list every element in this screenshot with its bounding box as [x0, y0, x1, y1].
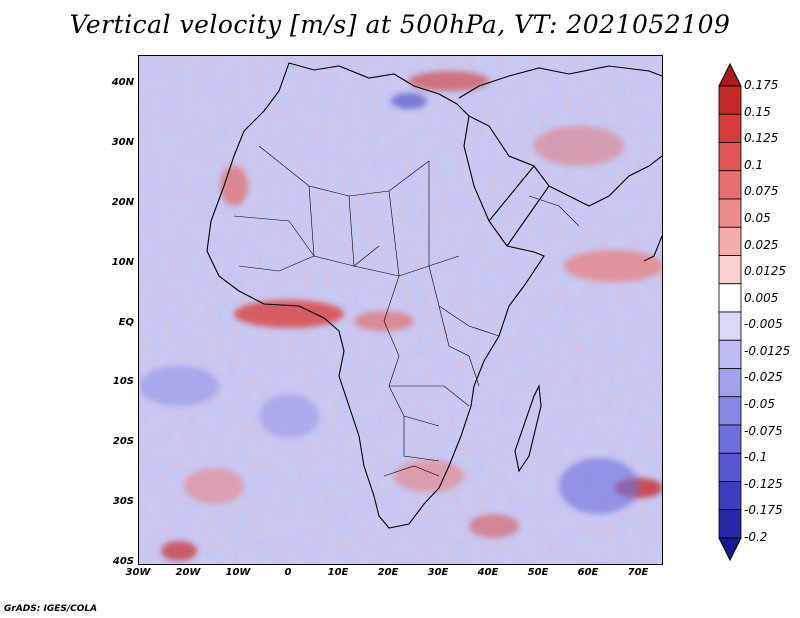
lon-label-10w: 10W	[225, 567, 251, 578]
lon-label-20w: 20W	[175, 567, 201, 578]
colorbar-label: 0.15	[744, 104, 771, 119]
lon-label-20e: 20E	[377, 567, 399, 578]
lon-label-70e: 70E	[627, 567, 649, 578]
colorbar-swatch	[718, 509, 742, 539]
lat-label-40n: 40N	[111, 77, 134, 88]
colorbar-label: 0.075	[744, 184, 779, 199]
colorbar-swatch	[718, 339, 742, 369]
lon-label-40e: 40E	[477, 567, 499, 578]
lat-label-40s: 40S	[112, 556, 134, 567]
india-coast	[643, 235, 662, 262]
colorbar-label: 0.125	[744, 131, 779, 146]
colorbar-label: 0.025	[744, 237, 779, 252]
map-title: Vertical velocity [m/s] at 500hPa, VT: 2…	[69, 10, 731, 39]
lon-label-60e: 60E	[577, 567, 599, 578]
lat-label-20s: 20S	[112, 436, 134, 447]
arabia-coastline	[468, 115, 662, 207]
colorbar-swatch	[718, 311, 742, 341]
grads-credit: GrADS: IGES/COLA	[4, 604, 98, 614]
colorbar-label: -0.125	[744, 476, 783, 491]
colorbar-label: 0.0125	[744, 264, 786, 279]
colorbar-label: -0.005	[744, 317, 783, 332]
colorbar-label: 0.05	[744, 210, 771, 225]
colorbar-swatch	[718, 142, 742, 172]
lon-label-30w: 30W	[125, 567, 151, 578]
colorbar-swatch	[718, 255, 742, 285]
africa-coastline	[206, 62, 545, 529]
colorbar-swatch	[718, 85, 742, 115]
strong-updraft-regions	[161, 71, 662, 561]
colorbar-swatch	[718, 170, 742, 200]
red-sea-west	[488, 165, 535, 222]
colorbar-swatch	[718, 452, 742, 482]
colorbar-label: 0.005	[744, 290, 779, 305]
colorbar-swatch	[718, 396, 742, 426]
lon-label-10e: 10E	[327, 567, 349, 578]
lat-label-10s: 10S	[112, 376, 134, 387]
mediterranean-north-coast	[458, 65, 662, 99]
colorbar-label: -0.05	[744, 397, 776, 412]
colorbar-swatch	[718, 424, 742, 454]
lon-label-0: 0	[284, 567, 292, 578]
country-borders	[233, 145, 580, 477]
lat-label-30n: 30N	[111, 137, 134, 148]
colorbar-swatch	[718, 481, 742, 511]
colorbar-swatch	[718, 198, 742, 228]
lon-label-30e: 30E	[427, 567, 449, 578]
red-sea-east	[506, 185, 550, 247]
colorbar	[718, 62, 742, 562]
colorbar-label: -0.1	[744, 450, 768, 465]
lat-label-20n: 20N	[111, 197, 134, 208]
colorbar-bottom-triangle	[718, 537, 742, 562]
strong-downdraft-regions	[139, 93, 639, 514]
colorbar-label: -0.2	[744, 530, 768, 544]
colorbar-swatch	[718, 283, 742, 313]
colorbar-swatch	[718, 226, 742, 256]
colorbar-label: -0.175	[744, 503, 783, 518]
madagascar	[514, 384, 542, 473]
coastlines	[206, 62, 662, 529]
lat-label-10n: 10N	[111, 257, 134, 268]
colorbar-label: 0.1	[744, 157, 764, 172]
colorbar-label: 0.175	[744, 78, 779, 92]
colorbar-swatch	[718, 368, 742, 398]
colorbar-swatch	[718, 113, 742, 143]
colorbar-label: -0.0125	[744, 343, 791, 358]
colorbar-top-triangle	[718, 62, 742, 87]
lat-label-eq: EQ	[118, 317, 134, 328]
velocity-field-map	[139, 56, 662, 564]
colorbar-label: -0.025	[744, 370, 783, 385]
map-panel[interactable]	[138, 55, 663, 565]
colorbar-label: -0.075	[744, 423, 783, 438]
lon-label-50e: 50E	[527, 567, 549, 578]
lat-label-30s: 30S	[112, 496, 134, 507]
